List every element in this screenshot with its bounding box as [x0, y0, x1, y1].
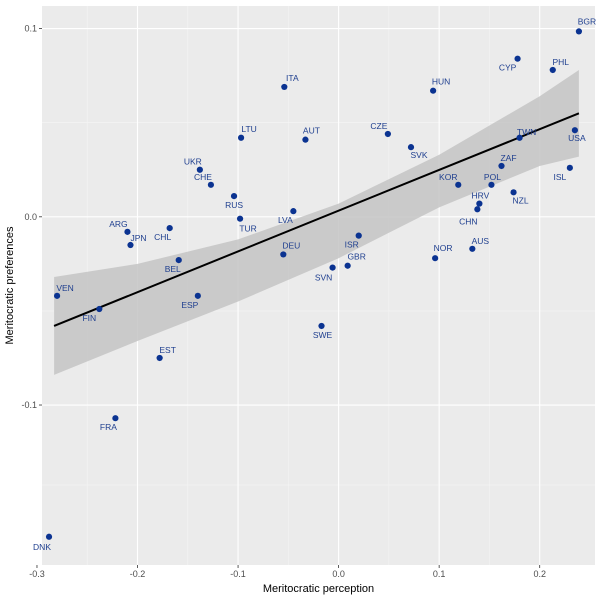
data-point — [432, 255, 439, 262]
point-label: LTU — [241, 124, 256, 134]
data-point — [549, 66, 556, 74]
point-label: CZE — [370, 121, 387, 131]
point-label: LVA — [278, 215, 293, 225]
point-label: AUT — [303, 126, 320, 136]
data-point — [407, 144, 415, 151]
data-point — [112, 415, 119, 422]
point-label: POL — [484, 172, 501, 182]
data-point — [302, 136, 309, 143]
point-label: USA — [568, 133, 586, 143]
data-point — [476, 200, 483, 207]
data-points — [45, 28, 583, 540]
point-label: BGR — [578, 16, 596, 26]
point-label: ISR — [345, 240, 359, 250]
data-point — [96, 305, 103, 313]
point-label: FIN — [82, 313, 96, 323]
x-axis-ticks: -0.3 -0.2 -0.1 0.0 0.1 0.2 — [29, 565, 546, 579]
regression-line — [53, 112, 580, 327]
data-point — [156, 354, 163, 362]
data-point — [384, 130, 391, 138]
point-label: HRV — [471, 191, 489, 201]
data-point — [194, 292, 201, 299]
point-label: NZL — [513, 195, 529, 205]
x-tick-label: -0.1 — [230, 569, 246, 579]
point-label: SVK — [410, 150, 427, 160]
point-label: ARG — [109, 219, 127, 229]
point-label: JPN — [130, 233, 146, 243]
data-point — [175, 256, 182, 264]
point-label: DNK — [33, 542, 51, 552]
data-point — [344, 262, 351, 269]
point-label: RUS — [225, 200, 243, 210]
point-label: FRA — [100, 422, 117, 432]
point-label: SVN — [315, 273, 332, 283]
x-axis-title: Meritocratic perception — [263, 583, 374, 595]
point-label: CYP — [499, 63, 517, 73]
x-tick-label: -0.3 — [29, 569, 45, 579]
point-label: BEL — [165, 264, 181, 274]
data-point — [280, 251, 287, 258]
point-label: VEN — [56, 283, 73, 293]
data-point — [516, 134, 523, 141]
data-point — [571, 127, 578, 134]
data-point — [318, 322, 325, 330]
data-point — [566, 164, 573, 171]
y-axis-title: Meritocratic preferences — [4, 226, 16, 344]
point-label: GBR — [347, 252, 365, 262]
y-axis-ticks: -0.1 0.0 0.1 — [21, 24, 42, 410]
point-label: EST — [159, 345, 176, 355]
data-point — [575, 28, 583, 35]
x-tick-label: 0.1 — [433, 569, 446, 579]
data-point — [236, 215, 244, 222]
data-point — [196, 166, 203, 173]
data-point — [124, 228, 131, 235]
data-point — [237, 134, 245, 141]
data-point — [127, 241, 134, 249]
point-label: ISL — [553, 172, 566, 182]
point-labels: BGR CYP PHL ITA HUN USA TWN LTU AUT CZE SVK ZAF ISL U… — [33, 16, 596, 551]
data-point — [474, 206, 481, 213]
data-point — [355, 232, 362, 239]
y-tick-label: 0.1 — [24, 24, 37, 34]
data-point — [166, 224, 173, 232]
x-tick-label: -0.2 — [130, 569, 146, 579]
point-label: CHE — [194, 172, 212, 182]
data-point — [230, 192, 238, 200]
data-point — [281, 83, 288, 91]
data-point — [329, 264, 336, 271]
point-label: CHL — [154, 232, 171, 242]
point-label: TWN — [517, 127, 536, 137]
data-point — [469, 245, 476, 252]
confidence-band — [54, 70, 579, 375]
point-label: TUR — [239, 224, 256, 234]
point-label: ITA — [286, 73, 299, 83]
point-label: NOR — [434, 243, 453, 253]
data-point — [455, 181, 462, 188]
data-point — [45, 533, 53, 540]
point-label: SWE — [313, 330, 333, 340]
point-label: HUN — [432, 77, 450, 87]
point-label: ESP — [181, 300, 198, 310]
data-point — [514, 55, 521, 62]
data-point — [207, 181, 215, 188]
point-label: UKR — [184, 157, 202, 167]
x-tick-label: 0.2 — [533, 569, 546, 579]
data-point — [498, 162, 505, 170]
point-label: KOR — [439, 172, 457, 182]
point-label: AUS — [472, 236, 490, 246]
point-label: DEU — [282, 240, 300, 250]
point-label: CHN — [459, 216, 477, 226]
point-label: PHL — [552, 57, 569, 67]
data-point — [290, 208, 297, 215]
data-point — [53, 292, 61, 299]
data-point — [430, 87, 437, 94]
data-point — [510, 189, 517, 196]
point-label: ZAF — [500, 153, 516, 163]
x-tick-label: 0.0 — [332, 569, 345, 579]
y-tick-label: 0.0 — [24, 212, 37, 222]
y-tick-label: -0.1 — [21, 400, 37, 410]
data-point — [488, 181, 495, 188]
